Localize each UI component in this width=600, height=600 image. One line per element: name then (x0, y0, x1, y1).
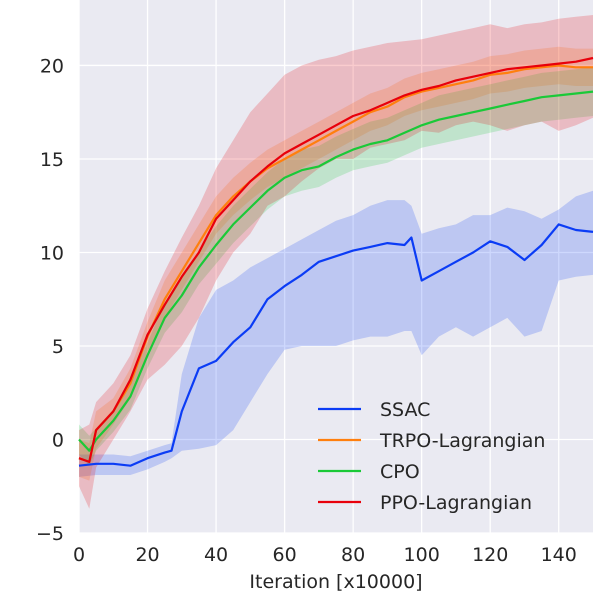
confidence-band (79, 67, 593, 466)
legend-label: CPO (380, 461, 420, 483)
y-tick-label: 20 (40, 55, 64, 77)
y-tick-label: −5 (36, 523, 64, 545)
legend-label: TRPO-Lagrangian (379, 430, 545, 452)
legend: SSAC TRPO-Lagrangian CPO PPO-Lagrangian (318, 399, 545, 514)
x-tick-label: 100 (404, 544, 440, 566)
x-tick-label: 40 (204, 544, 228, 566)
series-line (78, 56, 594, 463)
x-axis-ticks: 0 20 40 60 80 100 120 140 (73, 544, 577, 566)
y-tick-label: 0 (52, 429, 64, 451)
x-tick-label: 60 (273, 544, 297, 566)
x-tick-label: 0 (73, 544, 85, 566)
x-axis-label: Iteration [x10000] (249, 571, 422, 593)
x-tick-label: 140 (541, 544, 577, 566)
x-tick-label: 20 (135, 544, 159, 566)
plot-background (79, 0, 593, 533)
y-tick-label: 10 (40, 242, 64, 264)
x-tick-label: 120 (472, 544, 508, 566)
y-tick-label: 5 (52, 336, 64, 358)
legend-label: PPO-Lagrangian (380, 492, 532, 514)
confidence-band (79, 46, 593, 481)
confidence-band (79, 190, 593, 477)
series-line (78, 223, 594, 467)
x-tick-label: 80 (341, 544, 365, 566)
confidence-band (79, 15, 593, 509)
legend-label: SSAC (380, 399, 430, 421)
y-tick-label: 15 (40, 149, 64, 171)
y-axis-ticks: −5 0 5 10 15 20 (36, 55, 64, 545)
series-line (78, 90, 594, 452)
confidence-bands (79, 15, 593, 509)
series-lines (78, 56, 594, 467)
